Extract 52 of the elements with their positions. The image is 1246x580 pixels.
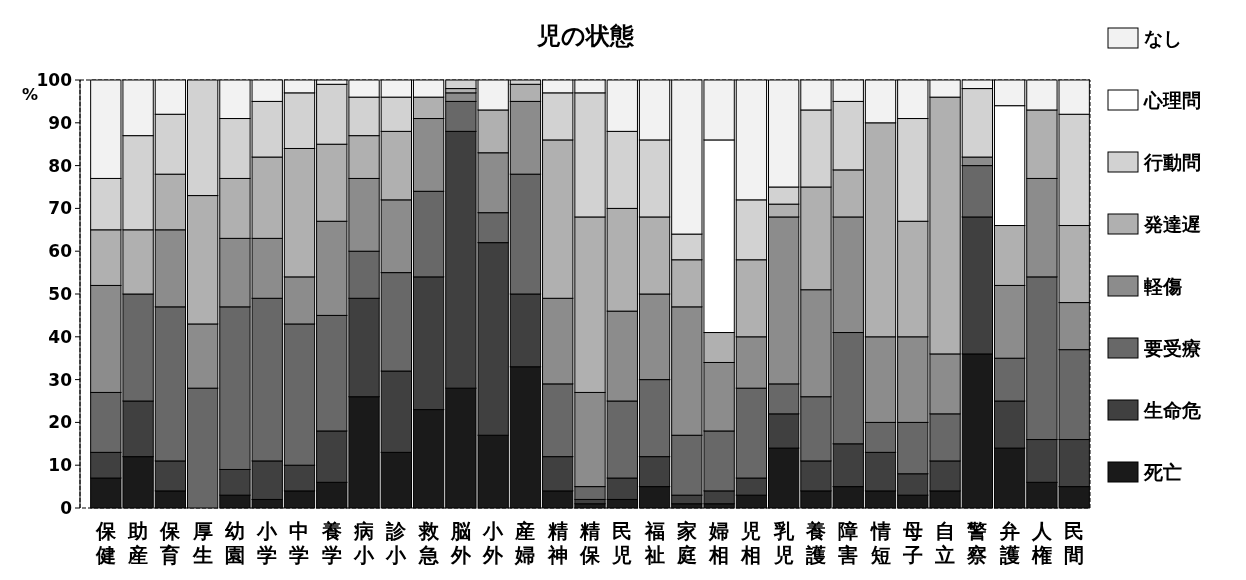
x-tick-label: 家庭 xyxy=(675,519,697,567)
x-tick-label: 児相 xyxy=(740,519,762,567)
legend-label: 要受療 xyxy=(1143,336,1201,359)
x-tick-label: 情短 xyxy=(868,519,891,567)
x-tick-label: 警察 xyxy=(966,519,988,567)
x-tick-label: 福祉 xyxy=(643,519,665,567)
legend-label: 心理問 xyxy=(1143,88,1201,111)
legend-label: 軽傷 xyxy=(1143,274,1182,297)
x-tick-label: 弁護 xyxy=(998,519,1020,567)
y-tick-label: 10 xyxy=(48,455,73,476)
y-tick-label: 80 xyxy=(48,155,73,176)
legend-label: 発達遅 xyxy=(1143,212,1201,235)
x-tick-label: 乳児 xyxy=(772,519,795,567)
x-tick-label: 産婦 xyxy=(514,519,536,567)
y-axis-title: % xyxy=(22,85,39,104)
x-tick-label: 障害 xyxy=(838,519,859,567)
x-tick-label: 民間 xyxy=(1064,519,1085,567)
x-tick-label: 自立 xyxy=(934,519,956,567)
x-tick-label: 精保 xyxy=(579,519,601,567)
y-tick-label: 90 xyxy=(48,112,73,133)
x-tick-label: 診小 xyxy=(385,519,408,567)
x-tick-label: 助産 xyxy=(127,519,149,567)
x-tick-label: 小学 xyxy=(256,519,279,567)
legend-label: 死亡 xyxy=(1143,460,1182,483)
x-tick-label: 婦相 xyxy=(708,519,730,567)
x-tick-label: 保健 xyxy=(94,519,117,567)
x-tick-label: 病小 xyxy=(353,519,376,567)
legend-label: 行動問 xyxy=(1143,150,1201,173)
y-tick-label: 20 xyxy=(48,412,73,433)
x-tick-label: 脳外 xyxy=(449,519,472,567)
y-tick-label: 70 xyxy=(48,198,73,219)
y-tick-label: 40 xyxy=(48,326,73,347)
x-tick-label: 中学 xyxy=(289,519,310,567)
x-tick-label: 幼園 xyxy=(224,519,245,567)
legend-label: なし xyxy=(1144,26,1182,49)
x-tick-label: 保育 xyxy=(159,519,182,567)
y-tick-label: 60 xyxy=(48,241,73,262)
y-tick-label: 0 xyxy=(60,497,73,518)
x-tick-label: 人権 xyxy=(1030,519,1053,567)
chart-title: 児の状態 xyxy=(535,22,635,50)
x-tick-label: 救急 xyxy=(417,519,440,567)
x-tick-label: 養護 xyxy=(804,519,826,567)
legend-label: 生命危 xyxy=(1143,398,1201,421)
x-tick-label: 小外 xyxy=(482,519,505,567)
x-tick-label: 厚生 xyxy=(191,519,213,567)
x-tick-label: 養学 xyxy=(320,519,342,567)
x-tick-label: 精神 xyxy=(546,519,568,567)
y-tick-label: 50 xyxy=(48,283,73,304)
x-tick-label: 母子 xyxy=(901,519,923,567)
x-tick-label: 民児 xyxy=(611,519,633,567)
y-tick-label: 100 xyxy=(36,69,73,90)
y-tick-label: 30 xyxy=(48,369,73,390)
